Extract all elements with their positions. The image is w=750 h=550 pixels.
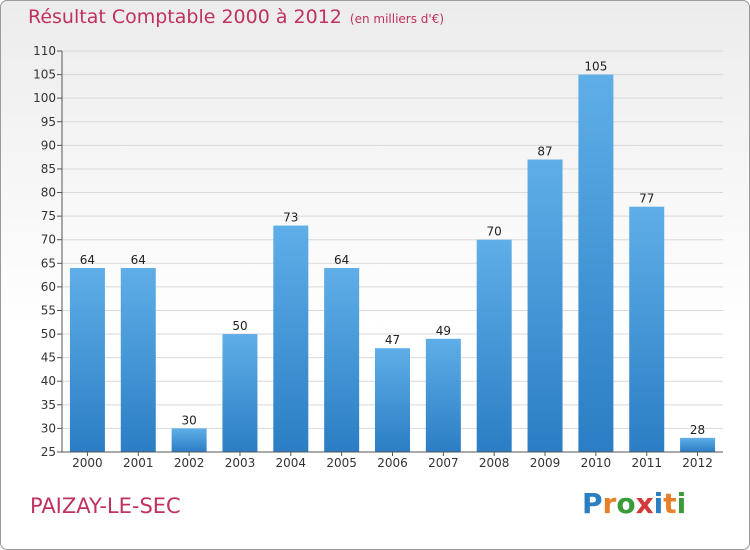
y-tick-label: 30 xyxy=(41,421,56,435)
value-label-2006: 47 xyxy=(385,333,400,347)
y-tick-label: 95 xyxy=(41,115,56,129)
bars xyxy=(69,74,716,453)
logo-letter: t xyxy=(663,487,677,520)
bar-2003 xyxy=(222,334,258,452)
y-tick-label: 65 xyxy=(41,256,56,270)
y-tick-label: 40 xyxy=(41,374,56,388)
bar-2012 xyxy=(680,437,716,452)
x-tick-label-2011: 2011 xyxy=(631,456,662,470)
logo-letter: o xyxy=(616,487,636,520)
value-label-2010: 105 xyxy=(584,60,607,74)
y-tick-label: 50 xyxy=(41,327,56,341)
value-label-2012: 28 xyxy=(690,423,705,437)
y-tick-label: 45 xyxy=(41,351,56,365)
value-labels: 64 64 30 50 73 64 47 49 70 87 105 77 28 xyxy=(80,60,705,437)
chart-title: Résultat Comptable 2000 à 2012 (en millie… xyxy=(28,6,444,28)
bar-2000 xyxy=(69,268,105,452)
value-label-2003: 50 xyxy=(232,319,247,333)
x-tick-label-2012: 2012 xyxy=(682,456,713,470)
y-tick-label: 55 xyxy=(41,303,56,317)
y-tick-label: 85 xyxy=(41,162,56,176)
y-tick-label: 25 xyxy=(41,445,56,459)
commune-name: PAIZAY-LE-SEC xyxy=(30,494,181,518)
y-tick-label: 110 xyxy=(33,44,56,58)
y-tick-label: 105 xyxy=(33,68,56,82)
bar-2009 xyxy=(527,159,563,452)
y-tick-label: 60 xyxy=(41,280,56,294)
bar-2004 xyxy=(273,225,309,452)
proxiti-logo[interactable]: Proxiti xyxy=(582,487,686,520)
x-tick-label-2000: 2000 xyxy=(72,456,103,470)
logo-letter: x xyxy=(635,487,654,520)
y-tick-label: 75 xyxy=(41,209,56,223)
bar-2007 xyxy=(425,338,461,452)
value-label-2007: 49 xyxy=(436,324,451,338)
x-tick-label-2006: 2006 xyxy=(377,456,408,470)
y-tick-label: 90 xyxy=(41,138,56,152)
x-tick-label-2001: 2001 xyxy=(123,456,154,470)
x-tick-label-2007: 2007 xyxy=(428,456,459,470)
logo-letter: i xyxy=(653,487,664,520)
x-tick-label-2003: 2003 xyxy=(225,456,256,470)
value-label-2000: 64 xyxy=(80,253,95,267)
x-tick-label-2004: 2004 xyxy=(276,456,307,470)
bar-2002 xyxy=(171,428,207,452)
value-label-2008: 70 xyxy=(487,225,502,239)
y-tick-label: 80 xyxy=(41,186,56,200)
logo-letter: r xyxy=(602,487,617,520)
logo-letter: P xyxy=(582,487,603,520)
value-label-2001: 64 xyxy=(131,253,146,267)
x-tick-label-2010: 2010 xyxy=(581,456,612,470)
axes: 25 30 35 40 45 50 55 60 65 70 75 80 85 90 95 100 105 110 2… xyxy=(33,44,723,470)
x-tick-label-2002: 2002 xyxy=(174,456,205,470)
y-tick-label: 35 xyxy=(41,398,56,412)
y-tick-label: 100 xyxy=(33,91,56,105)
x-tick-label-2009: 2009 xyxy=(530,456,561,470)
bar-2005 xyxy=(324,268,360,452)
value-label-2002: 30 xyxy=(181,413,196,427)
chart-title-unit: (en milliers d'€) xyxy=(349,12,445,26)
value-label-2009: 87 xyxy=(537,145,552,159)
x-tick-label-2005: 2005 xyxy=(326,456,357,470)
bar-2006 xyxy=(375,348,410,452)
logo-letter: i xyxy=(676,487,687,520)
x-tick-label-2008: 2008 xyxy=(479,456,510,470)
bar-2008 xyxy=(476,239,512,452)
bar-2011 xyxy=(629,206,665,452)
value-label-2011: 77 xyxy=(639,192,654,206)
y-tick-label: 70 xyxy=(41,233,56,247)
bar-2010 xyxy=(578,74,614,453)
value-label-2005: 64 xyxy=(334,253,349,267)
value-label-2004: 73 xyxy=(283,211,298,225)
bar-2001 xyxy=(120,268,156,452)
chart-title-main: Résultat Comptable 2000 à 2012 xyxy=(28,6,342,28)
